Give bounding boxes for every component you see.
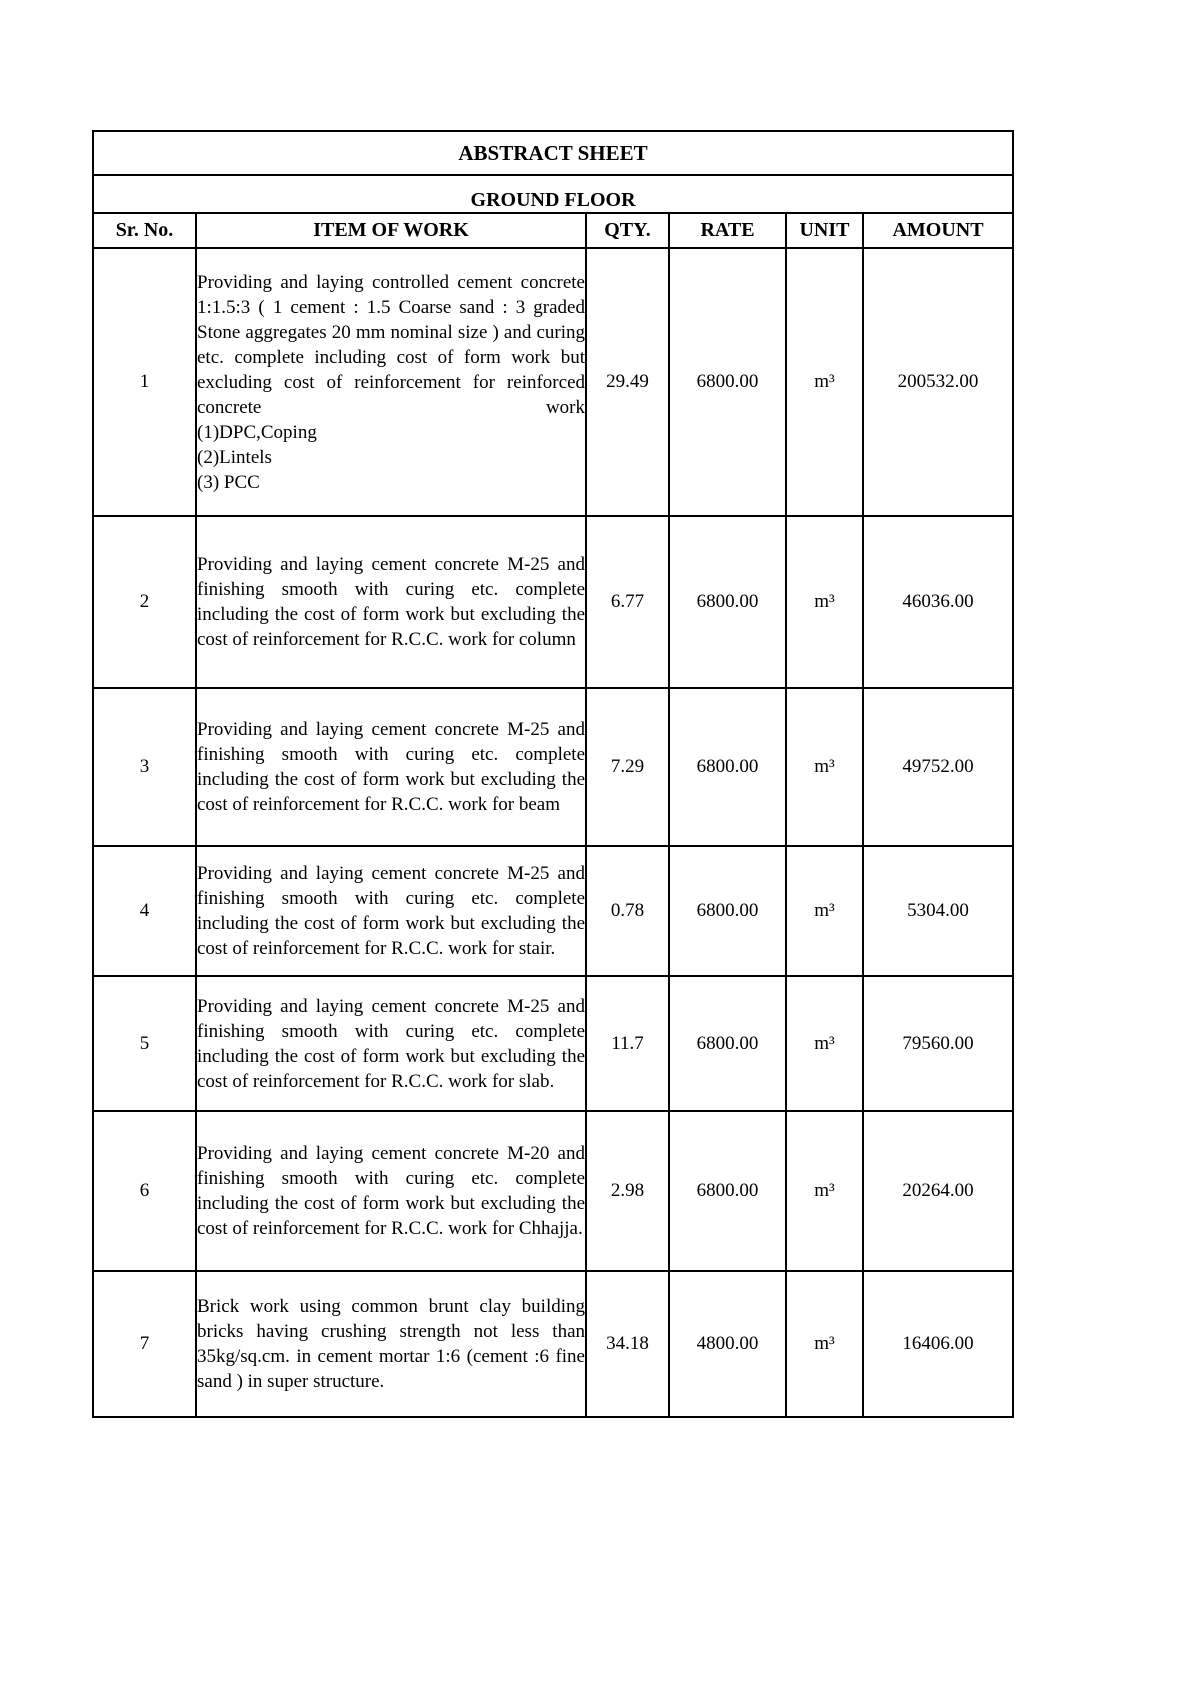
sr-cell: 3 xyxy=(92,687,197,847)
qty-cell: 0.78 xyxy=(585,845,670,977)
table-row-5: 5 Providing and laying cement concrete M… xyxy=(92,975,1015,1112)
rate-cell: 6800.00 xyxy=(668,975,787,1112)
item-description: Providing and laying cement concrete M-2… xyxy=(197,863,585,959)
item-cell: Providing and laying cement concrete M-2… xyxy=(195,515,587,689)
item-description: Providing and laying cement concrete M-2… xyxy=(197,554,585,650)
sheet-subtitle: GROUND FLOOR xyxy=(91,174,1015,214)
table-row-3: 3 Providing and laying cement concrete M… xyxy=(92,687,1015,847)
unit-cell: m³ xyxy=(785,845,864,977)
item-description: Providing and laying cement concrete M-2… xyxy=(197,719,585,815)
unit-cell: m³ xyxy=(785,1110,864,1272)
header-sr-no: Sr. No. xyxy=(92,212,197,249)
sr-cell: 4 xyxy=(92,845,197,977)
item-description: Brick work using common brunt clay build… xyxy=(197,1296,585,1392)
qty-cell: 7.29 xyxy=(585,687,670,847)
rate-cell: 6800.00 xyxy=(668,515,787,689)
table-row-7: 7 Brick work using common brunt clay bui… xyxy=(92,1270,1015,1418)
qty-cell: 29.49 xyxy=(585,247,670,517)
rate-cell: 6800.00 xyxy=(668,1110,787,1272)
table-row-4: 4 Providing and laying cement concrete M… xyxy=(92,845,1015,977)
table-row-1: 1 Providing and laying controlled cement… xyxy=(92,247,1015,517)
table-row-2: 2 Providing and laying cement concrete M… xyxy=(92,515,1015,689)
rate-cell: 6800.00 xyxy=(668,247,787,517)
header-qty: QTY. xyxy=(585,212,670,249)
item-cell: Providing and laying cement concrete M-2… xyxy=(195,1110,587,1272)
subtitle-row: GROUND FLOOR xyxy=(91,174,1015,214)
amount-cell: 79560.00 xyxy=(861,975,1015,1112)
item-cell: Brick work using common brunt clay build… xyxy=(195,1270,587,1418)
amount-cell: 200532.00 xyxy=(861,247,1015,517)
header-amount: AMOUNT xyxy=(861,212,1015,249)
item-description: Providing and laying cement concrete M-2… xyxy=(197,995,585,1092)
item-subline: (2)Lintels xyxy=(197,446,272,468)
item-subline: (1)DPC,Coping xyxy=(197,421,317,443)
amount-cell: 16406.00 xyxy=(861,1270,1015,1418)
sr-cell: 1 xyxy=(92,247,197,517)
header-unit: UNIT xyxy=(785,212,864,249)
item-cell: Providing and laying cement concrete M-2… xyxy=(195,975,587,1112)
amount-cell: 5304.00 xyxy=(861,845,1015,977)
unit-cell: m³ xyxy=(785,247,864,517)
item-cell: Providing and laying cement concrete M-2… xyxy=(195,687,587,847)
qty-cell: 6.77 xyxy=(585,515,670,689)
amount-cell: 49752.00 xyxy=(861,687,1015,847)
unit-cell: m³ xyxy=(785,1270,864,1418)
rate-cell: 6800.00 xyxy=(668,687,787,847)
unit-cell: m³ xyxy=(785,975,864,1112)
amount-cell: 46036.00 xyxy=(861,515,1015,689)
sr-cell: 7 xyxy=(92,1270,197,1418)
sr-cell: 2 xyxy=(92,515,197,689)
qty-cell: 2.98 xyxy=(585,1110,670,1272)
item-description: Providing and laying controlled cement c… xyxy=(197,271,585,418)
title-row: ABSTRACT SHEET xyxy=(91,130,1015,176)
sheet-title: ABSTRACT SHEET xyxy=(91,130,1015,176)
table-row-6: 6 Providing and laying cement concrete M… xyxy=(92,1110,1015,1272)
item-subline: (3) PCC xyxy=(197,471,260,493)
header-row: Sr. No. ITEM OF WORK QTY. RATE UNIT AMOU… xyxy=(92,212,1015,249)
item-description: Providing and laying cement concrete M-2… xyxy=(197,1143,585,1239)
rate-cell: 6800.00 xyxy=(668,845,787,977)
unit-cell: m³ xyxy=(785,515,864,689)
sr-cell: 6 xyxy=(92,1110,197,1272)
rate-cell: 4800.00 xyxy=(668,1270,787,1418)
qty-cell: 11.7 xyxy=(585,975,670,1112)
item-cell: Providing and laying cement concrete M-2… xyxy=(195,845,587,977)
qty-cell: 34.18 xyxy=(585,1270,670,1418)
amount-cell: 20264.00 xyxy=(861,1110,1015,1272)
header-rate: RATE xyxy=(668,212,787,249)
unit-cell: m³ xyxy=(785,687,864,847)
header-item-of-work: ITEM OF WORK xyxy=(195,212,587,249)
sr-cell: 5 xyxy=(92,975,197,1112)
abstract-sheet-table: ABSTRACT SHEET GROUND FLOOR Sr. No. ITEM… xyxy=(91,130,1015,1418)
item-cell: Providing and laying controlled cement c… xyxy=(195,247,587,517)
